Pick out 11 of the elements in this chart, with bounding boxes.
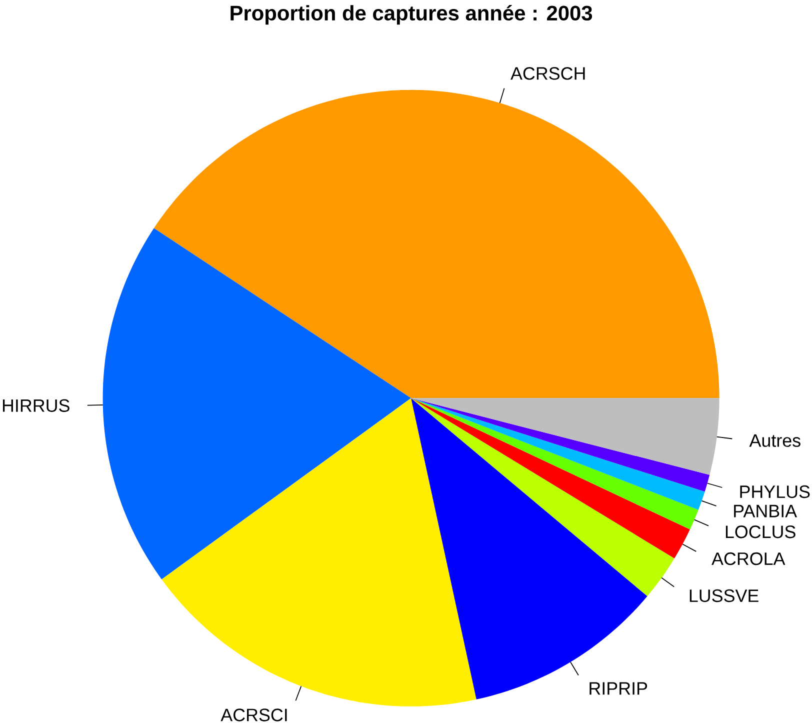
slice-label: LUSSVE [690,589,758,602]
slice-label: ACROLA [712,552,786,566]
slice-label: HIRRUS [2,399,70,412]
slice-label: PANBIA [734,504,798,518]
slice-label: ACRSCI [220,708,287,722]
chart-title: Proportion de captures année : 2003 [230,5,592,25]
slice-label: Autres [749,434,800,448]
slice-label: RIPRIP [590,682,648,695]
slice-label: ACRSCH [510,67,585,80]
slice-label: PHYLUS [740,485,810,498]
slice-label: LOCLUS [726,526,796,538]
